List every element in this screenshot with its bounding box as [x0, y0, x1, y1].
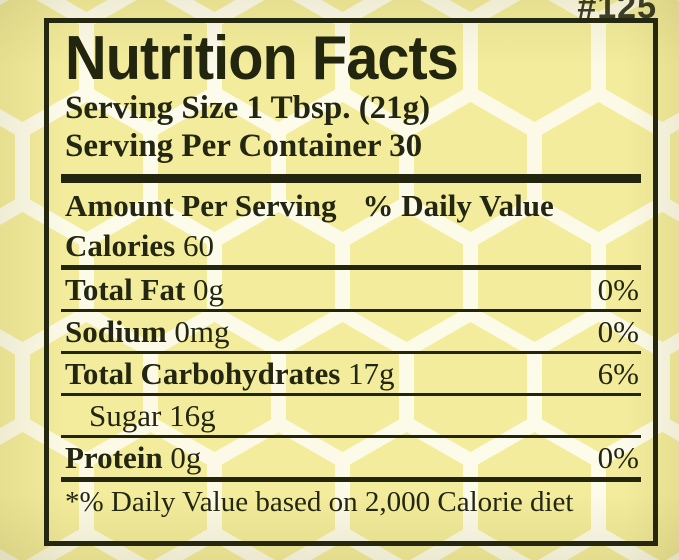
sodium-dv: 0%	[597, 314, 639, 350]
honeycomb-cell	[0, 102, 15, 232]
total-carbohydrates-label: Total Carbohydrates	[65, 356, 341, 392]
table-row: Protein 0g 0%	[59, 438, 643, 477]
sodium-label-group: Sodium 0mg	[65, 314, 230, 350]
protein-label: Protein	[65, 440, 163, 476]
calories-value: 60	[182, 228, 214, 264]
table-row: Sodium 0mg 0%	[59, 312, 643, 351]
honeycomb-cell	[0, 322, 15, 452]
sodium-amount: 0mg	[174, 314, 230, 350]
page-title: Nutrition Facts	[65, 24, 459, 93]
servings-per-container-text: Serving Per Container 30	[65, 128, 423, 165]
sugar-label: Sugar	[89, 398, 162, 434]
total-fat-label-group: Total Fat 0g	[65, 272, 224, 308]
total-carbohydrates-dv: 6%	[597, 356, 639, 392]
sugar-amount: 16g	[169, 398, 216, 434]
daily-value-footnote: *% Daily Value based on 2,000 Calorie di…	[65, 486, 574, 519]
honeycomb-cell	[670, 102, 679, 232]
amount-per-serving-label: Amount Per Serving	[65, 188, 337, 224]
divider-after-carbohydrates	[61, 393, 641, 397]
honeycomb-cell	[286, 102, 399, 232]
table-row: Sugar 16g	[59, 396, 643, 435]
table-row: Total Fat 0g 0%	[59, 270, 643, 309]
divider-thick-top	[61, 174, 641, 184]
serving-size-text: Serving Size 1 Tbsp. (21g)	[65, 89, 431, 126]
divider-after-calories	[61, 265, 641, 271]
protein-dv: 0%	[597, 440, 639, 476]
divider-after-total-fat	[61, 309, 641, 313]
sodium-label: Sodium	[65, 314, 167, 350]
divider-before-footnote	[61, 477, 641, 483]
total-fat-amount: 0g	[193, 272, 225, 308]
total-fat-label: Total Fat	[65, 272, 186, 308]
divider-after-sodium	[61, 351, 641, 355]
total-fat-dv: 0%	[597, 272, 639, 308]
nutrition-facts-panel: Nutrition Facts Serving Size 1 Tbsp. (21…	[44, 18, 658, 546]
total-carbohydrates-label-group: Total Carbohydrates 17g	[65, 356, 395, 392]
protein-label-group: Protein 0g	[65, 440, 201, 476]
calories-row: Calories 60	[59, 226, 643, 265]
honeycomb-cell	[414, 102, 527, 232]
divider-after-sugar	[61, 435, 641, 439]
daily-value-label: % Daily Value	[362, 188, 554, 224]
table-row: Total Carbohydrates 17g 6%	[59, 354, 643, 393]
amount-per-serving-header-row: Amount Per Serving % Daily Value	[59, 185, 643, 226]
total-carbohydrates-amount: 17g	[348, 356, 395, 392]
calories-label: Calories	[65, 228, 176, 264]
calories-label-group: Calories 60	[65, 228, 214, 264]
sugar-label-group: Sugar 16g	[89, 398, 216, 434]
protein-amount: 0g	[170, 440, 202, 476]
honeycomb-cell	[670, 322, 679, 452]
